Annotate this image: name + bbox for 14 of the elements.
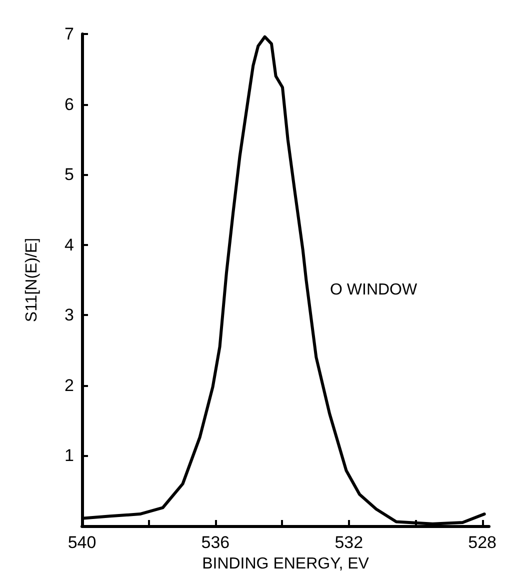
x-tick-label: 532 bbox=[334, 533, 364, 552]
y-tick-label: 5 bbox=[64, 165, 74, 184]
y-tick-label: 1 bbox=[64, 446, 74, 466]
x-tick-label: 536 bbox=[201, 533, 230, 552]
y-axis-title: S11[N(E)/E] bbox=[24, 238, 40, 322]
x-axis-title: BINDING ENERGY, EV bbox=[202, 556, 370, 572]
y-tick-label: 7 bbox=[64, 24, 74, 44]
y-tick-label: 2 bbox=[64, 376, 74, 395]
x-tick-label: 540 bbox=[68, 533, 96, 552]
y-tick-label: 4 bbox=[64, 235, 74, 254]
annotation: O WINDOW bbox=[330, 282, 418, 298]
y-tick-label: 6 bbox=[64, 94, 74, 114]
y-tick-label: 3 bbox=[64, 306, 74, 325]
x-tick-label: 528 bbox=[468, 533, 497, 552]
